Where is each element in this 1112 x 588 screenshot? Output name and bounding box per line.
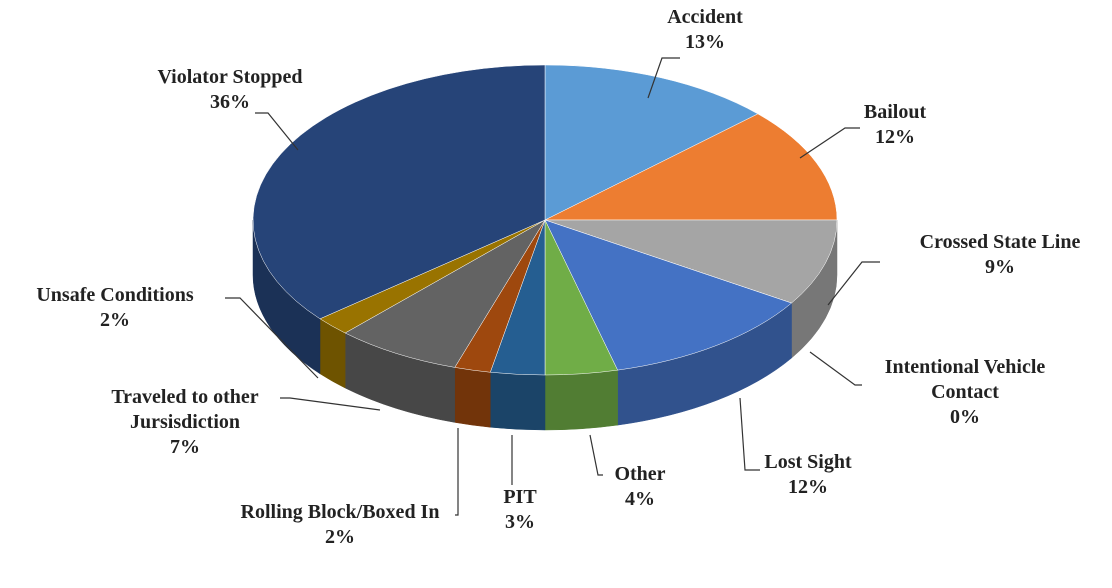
slice-name: Other	[614, 463, 666, 485]
slice	[544, 219, 838, 304]
slice-name: Bailout	[863, 101, 927, 123]
data-label: Bailout 12%	[835, 100, 955, 150]
data-label: Violator Stopped 36%	[110, 65, 350, 115]
slice-value: 12%	[788, 476, 828, 498]
data-label: Lost Sight 12%	[738, 450, 878, 500]
slice-value: 12%	[875, 126, 915, 148]
slice-value: 7%	[170, 436, 200, 458]
leader-line	[280, 397, 381, 411]
slice-name: Intentional Vehicle Contact	[884, 356, 1046, 403]
leader-line	[827, 261, 880, 306]
slice-value: 36%	[210, 91, 250, 113]
slice-value: 0%	[950, 406, 980, 428]
slice-name: Traveled to other Jursisdiction	[111, 386, 259, 433]
leader-line	[809, 351, 862, 386]
slice-value: 2%	[100, 309, 130, 331]
leader-line	[647, 57, 680, 99]
slice-name: Unsafe Conditions	[36, 284, 194, 306]
data-label: Accident 13%	[625, 5, 785, 55]
data-label: Rolling Block/Boxed In 2%	[210, 500, 470, 550]
data-label: Other 4%	[590, 462, 690, 512]
leader-line	[225, 297, 319, 379]
data-label: PIT 3%	[480, 485, 560, 535]
slice-value: 2%	[325, 526, 355, 548]
data-label: Traveled to other Jursisdiction 7%	[70, 385, 300, 460]
slice-value: 13%	[685, 31, 725, 53]
slice	[344, 219, 546, 368]
data-label: Intentional Vehicle Contact 0%	[850, 355, 1080, 430]
slice-value: 4%	[625, 488, 655, 510]
leader-line	[739, 397, 760, 471]
slice-value: 9%	[985, 256, 1015, 278]
slice	[544, 219, 793, 371]
slice-name: Violator Stopped	[157, 66, 303, 88]
slice-name: PIT	[503, 486, 537, 508]
slice-side	[544, 369, 618, 431]
leader-line	[589, 434, 603, 476]
data-label: Unsafe Conditions 2%	[5, 283, 225, 333]
slice-value: 3%	[505, 511, 535, 533]
slice-name: Crossed State Line	[919, 231, 1081, 253]
data-label: Crossed State Line 9%	[880, 230, 1112, 280]
slice	[544, 64, 759, 221]
slice-side	[490, 371, 546, 431]
slice-side	[454, 367, 491, 428]
leader-line	[799, 127, 860, 159]
slice	[252, 64, 546, 320]
slice-name: Rolling Block/Boxed In	[240, 501, 440, 523]
slice-name: Lost Sight	[764, 451, 852, 473]
slice-name: Accident	[667, 6, 743, 28]
leader-line	[455, 428, 459, 516]
slice	[544, 113, 838, 221]
leader-line	[255, 112, 299, 151]
